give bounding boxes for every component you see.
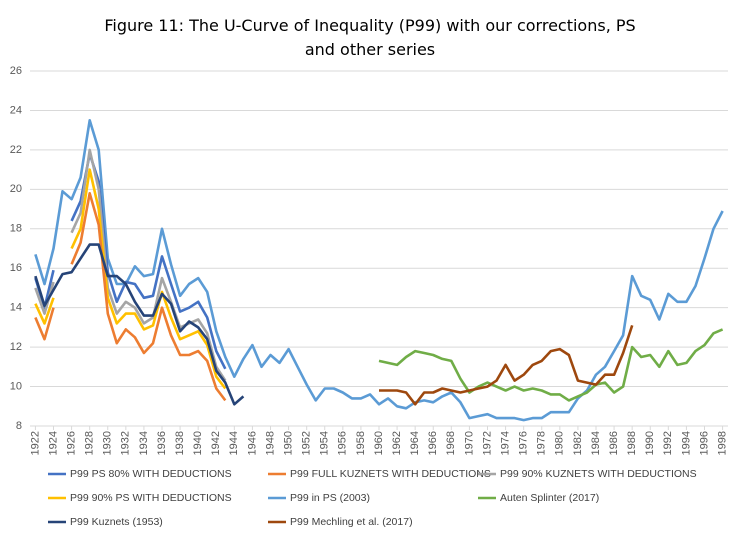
x-tick-label: 1940 <box>192 431 204 455</box>
x-tick-label: 1966 <box>427 431 439 455</box>
series-line <box>34 192 227 402</box>
chart-title: Figure 11: The U-Curve of Inequality (P9… <box>104 16 636 59</box>
legend-label: P99 in PS (2003) <box>290 492 370 504</box>
x-tick-label: 1932 <box>120 431 132 455</box>
x-tick-label: 1988 <box>626 431 638 455</box>
x-tick-label: 1926 <box>65 431 77 455</box>
x-tick-label: 1960 <box>373 431 385 455</box>
legend-label: P99 Kuznets (1953) <box>70 516 163 528</box>
x-tick-label: 1930 <box>102 431 114 455</box>
x-tick-label: 1934 <box>138 431 150 455</box>
y-tick-label: 12 <box>10 341 22 353</box>
x-tick-label: 1986 <box>608 431 620 455</box>
series-line <box>34 168 227 390</box>
x-tick-label: 1968 <box>445 431 457 455</box>
x-tick-label: 1942 <box>210 431 222 455</box>
x-tick-label: 1982 <box>572 431 584 455</box>
x-tick-label: 1962 <box>391 431 403 455</box>
x-tick-label: 1978 <box>536 431 548 455</box>
x-tick-label: 1984 <box>590 431 602 455</box>
y-tick-label: 14 <box>10 302 22 314</box>
x-tick-label: 1972 <box>481 431 493 455</box>
x-tick-label: 1954 <box>319 431 331 455</box>
x-tick-label: 1998 <box>716 431 728 455</box>
y-tick-label: 18 <box>10 223 22 235</box>
x-tick-label: 1922 <box>29 431 41 455</box>
x-tick-label: 1964 <box>409 431 421 455</box>
series-line <box>378 328 724 402</box>
x-tick-label: 1974 <box>499 431 511 455</box>
legend-label: P99 90% PS WITH DEDUCTIONS <box>70 492 232 504</box>
x-tick-label: 1938 <box>174 431 186 455</box>
x-tick-label: 1928 <box>84 431 96 455</box>
y-tick-label: 20 <box>10 183 22 195</box>
series-line <box>34 152 227 370</box>
x-tick-label: 1958 <box>355 431 367 455</box>
x-tick-label: 1956 <box>337 431 349 455</box>
x-tick-label: 1950 <box>282 431 294 455</box>
legend-label: Auten Splinter (2017) <box>500 492 599 504</box>
x-tick-label: 1948 <box>264 431 276 455</box>
x-tick-label: 1936 <box>156 431 168 455</box>
x-tick-label: 1980 <box>554 431 566 455</box>
y-tick-label: 10 <box>10 380 22 392</box>
x-tick-label: 1990 <box>644 431 656 455</box>
series-line <box>34 148 227 382</box>
legend-label: P99 FULL KUZNETS WITH DEDUCTIONS <box>290 468 491 480</box>
y-tick-label: 22 <box>10 144 22 156</box>
y-tick-label: 26 <box>10 65 22 77</box>
x-tick-label: 1976 <box>518 431 530 455</box>
x-tick-label: 1996 <box>698 431 710 455</box>
y-tick-label: 24 <box>10 104 22 116</box>
legend-label: P99 Mechling et al. (2017) <box>290 516 413 528</box>
series-line <box>34 243 245 406</box>
x-tick-label: 1970 <box>463 431 475 455</box>
legend-label: P99 PS 80% WITH DEDUCTIONS <box>70 468 232 480</box>
x-tick-label: 1946 <box>246 431 258 455</box>
legend-label: P99 90% KUZNETS WITH DEDUCTIONS <box>500 468 697 480</box>
x-tick-label: 1994 <box>680 431 692 455</box>
x-tick-label: 1924 <box>47 431 59 455</box>
x-tick-label: 1944 <box>228 431 240 455</box>
series-line <box>34 119 724 422</box>
y-tick-label: 8 <box>16 420 22 432</box>
x-tick-label: 1952 <box>301 431 313 455</box>
y-tick-label: 16 <box>10 262 22 274</box>
x-tick-label: 1992 <box>662 431 674 455</box>
series-line <box>379 324 634 406</box>
